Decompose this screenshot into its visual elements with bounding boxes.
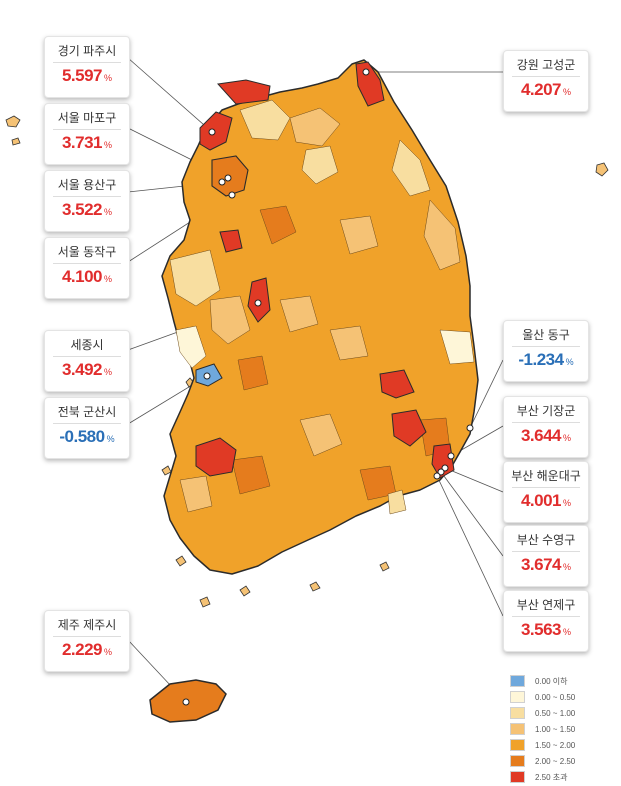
- region-name: 울산 동구: [522, 328, 570, 342]
- change-value: 4.100: [61, 267, 103, 286]
- callout-dongjak: 서울 동작구 4.100%: [44, 237, 130, 299]
- unit-label: %: [104, 367, 113, 377]
- callout-sejong: 세종시 3.492%: [44, 330, 130, 392]
- callout-ulsan-dong: 울산 동구 -1.234%: [503, 320, 589, 382]
- legend-label: 2.50 초과: [535, 772, 568, 782]
- unit-label: %: [563, 562, 572, 572]
- callout-gunsan: 전북 군산시 -0.580%: [44, 397, 130, 459]
- change-value: 3.522: [61, 200, 103, 219]
- legend-item: 0.00 이하: [510, 674, 610, 688]
- change-value: 3.731: [61, 133, 103, 152]
- marker-ulsan-dong: [466, 424, 474, 432]
- legend-item: 1.00 ~ 1.50: [510, 722, 610, 736]
- callout-jeju: 제주 제주시 2.229%: [44, 610, 130, 672]
- callout-yongsan: 서울 용산구 3.522%: [44, 170, 130, 232]
- unit-label: %: [563, 498, 572, 508]
- region-name: 부산 수영구: [516, 533, 576, 547]
- change-value: -1.234: [518, 350, 564, 369]
- region-name: 부산 해운대구: [511, 469, 581, 483]
- unit-label: %: [563, 433, 572, 443]
- legend-swatch: [510, 675, 525, 687]
- unit-label: %: [104, 274, 113, 284]
- legend-item: 1.50 ~ 2.00: [510, 738, 610, 752]
- marker-paju: [208, 128, 216, 136]
- unit-label: %: [563, 627, 572, 637]
- marker-gunsan: [203, 372, 211, 380]
- unit-label: %: [104, 647, 113, 657]
- legend-label: 1.00 ~ 1.50: [535, 724, 576, 734]
- unit-label: %: [104, 73, 113, 83]
- change-value: -0.580: [59, 427, 105, 446]
- region-name: 강원 고성군: [516, 58, 576, 72]
- marker-yeonje: [433, 472, 441, 480]
- region-shading: [169, 99, 475, 515]
- change-value: 3.492: [61, 360, 103, 379]
- legend-item: 2.50 초과: [510, 770, 610, 784]
- region-name: 부산 기장군: [516, 404, 576, 418]
- marker-dongjak: [228, 191, 236, 199]
- change-value: 4.001: [520, 491, 562, 510]
- change-value: 2.229: [61, 640, 103, 659]
- change-value: 4.207: [520, 80, 562, 99]
- high-growth-regions: [195, 61, 455, 479]
- region-name: 전북 군산시: [57, 405, 117, 419]
- marker-sejong: [254, 299, 262, 307]
- change-value: 3.674: [520, 555, 562, 574]
- callout-paju: 경기 파주시 5.597%: [44, 36, 130, 98]
- unit-label: %: [563, 87, 572, 97]
- legend-swatch: [510, 755, 525, 767]
- callout-haeundae: 부산 해운대구 4.001%: [503, 461, 589, 523]
- marker-gijang: [447, 452, 455, 460]
- marker-jeju: [182, 698, 190, 706]
- legend-label: 0.50 ~ 1.00: [535, 708, 576, 718]
- marker-mapo: [224, 174, 232, 182]
- callout-mapo: 서울 마포구 3.731%: [44, 103, 130, 165]
- change-value: 5.597: [61, 66, 103, 85]
- callout-yeonje: 부산 연제구 3.563%: [503, 590, 589, 652]
- marker-yongsan: [218, 178, 226, 186]
- legend-swatch: [510, 723, 525, 735]
- unit-label: %: [104, 207, 113, 217]
- region-name: 부산 연제구: [516, 598, 576, 612]
- legend-item: 0.50 ~ 1.00: [510, 706, 610, 720]
- marker-goseong: [362, 68, 370, 76]
- region-name: 서울 마포구: [57, 111, 117, 125]
- change-value: 3.644: [520, 426, 562, 445]
- unit-label: %: [104, 140, 113, 150]
- marker-suyeong: [437, 468, 445, 476]
- legend-item: 2.00 ~ 2.50: [510, 754, 610, 768]
- marker-haeundae: [441, 464, 449, 472]
- location-markers: [182, 68, 474, 706]
- legend-swatch: [510, 707, 525, 719]
- legend-swatch: [510, 739, 525, 751]
- legend-swatch: [510, 771, 525, 783]
- unit-label: %: [106, 434, 115, 444]
- legend: 0.00 이하 0.00 ~ 0.50 0.50 ~ 1.00 1.00 ~ 1…: [510, 674, 610, 786]
- callout-goseong: 강원 고성군 4.207%: [503, 50, 589, 112]
- change-value: 3.563: [520, 620, 562, 639]
- legend-label: 0.00 ~ 0.50: [535, 692, 576, 702]
- region-name: 경기 파주시: [57, 44, 117, 58]
- region-name: 서울 동작구: [57, 245, 117, 259]
- region-name: 세종시: [70, 338, 104, 352]
- legend-label: 1.50 ~ 2.00: [535, 740, 576, 750]
- callout-suyeong: 부산 수영구 3.674%: [503, 525, 589, 587]
- region-name: 제주 제주시: [57, 618, 117, 632]
- region-name: 서울 용산구: [57, 178, 117, 192]
- legend-label: 0.00 이하: [535, 676, 568, 686]
- legend-item: 0.00 ~ 0.50: [510, 690, 610, 704]
- legend-label: 2.00 ~ 2.50: [535, 756, 576, 766]
- unit-label: %: [565, 357, 574, 367]
- legend-swatch: [510, 691, 525, 703]
- callout-gijang: 부산 기장군 3.644%: [503, 396, 589, 458]
